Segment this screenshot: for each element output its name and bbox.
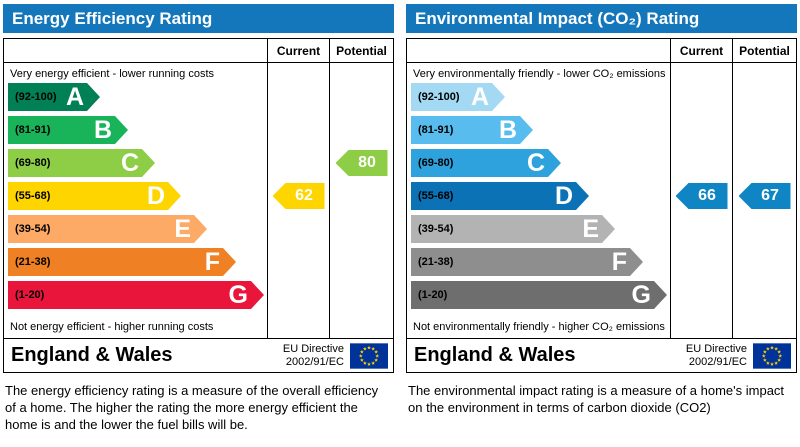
current-rating-arrow: 62 — [272, 183, 325, 209]
band-letter: C — [120, 148, 139, 177]
bottom-note: Not environmentally friendly - higher CO… — [413, 321, 665, 333]
band-letter: E — [582, 214, 599, 243]
top-note: Very energy efficient - lower running co… — [10, 68, 215, 80]
potential-column-header: Potential — [329, 39, 393, 63]
band-letter: B — [498, 115, 517, 144]
potential-rating-value: 80 — [358, 154, 376, 171]
band-letter: C — [526, 148, 545, 177]
chart-footer: England & Wales EU Directive 2002/91/EC — [407, 338, 796, 372]
rating-band-c: (69-80) C — [411, 149, 561, 177]
rating-band-d: (55-68) D — [8, 182, 181, 210]
band-letter: G — [631, 280, 651, 309]
bottom-note: Not energy efficient - higher running co… — [10, 321, 214, 333]
chart-corner — [407, 39, 670, 63]
band-range: (1-20) — [418, 289, 448, 301]
rating-bands-area: Very energy efficient - lower running co… — [4, 63, 267, 338]
chart-footer: England & Wales EU Directive 2002/91/EC — [4, 338, 393, 372]
rating-band-f: (21-38) F — [411, 248, 643, 276]
potential-rating-value: 67 — [761, 187, 779, 204]
eu-directive-line1: EU Directive — [685, 342, 747, 355]
region-label: England & Wales — [11, 344, 173, 366]
band-range: (21-38) — [418, 256, 454, 268]
rating-band-a: (92-100) A — [8, 83, 100, 111]
eu-flag-icon — [753, 342, 791, 369]
rating-band-b: (81-91) B — [411, 116, 533, 144]
co2-chart: Current Potential Very environmentally f… — [406, 38, 797, 373]
potential-rating-arrow: 67 — [738, 183, 791, 209]
rating-bands-area: Very environmentally friendly - lower CO… — [407, 63, 670, 338]
eu-flag-icon — [350, 342, 388, 369]
band-range: (69-80) — [15, 157, 51, 169]
rating-band-e: (39-54) E — [8, 215, 207, 243]
chart-corner — [4, 39, 267, 63]
band-range: (1-20) — [15, 289, 45, 301]
band-range: (55-68) — [418, 190, 454, 202]
band-range: (92-100) — [418, 91, 460, 103]
epc-charts: Energy Efficiency Rating Current Potenti… — [3, 4, 797, 433]
current-rating-value: 66 — [698, 187, 716, 204]
band-range: (39-54) — [15, 223, 51, 235]
band-letter: A — [470, 82, 489, 111]
rating-band-b: (81-91) B — [8, 116, 128, 144]
co2-description: The environmental impact rating is a mea… — [408, 383, 785, 416]
rating-band-f: (21-38) F — [8, 248, 236, 276]
potential-value-column: 80 — [329, 63, 393, 338]
potential-value-column: 67 — [732, 63, 796, 338]
current-column-header: Current — [267, 39, 329, 63]
potential-rating-arrow: 80 — [335, 150, 388, 176]
eu-directive-label: EU Directive 2002/91/EC — [283, 343, 344, 368]
rating-band-c: (69-80) C — [8, 149, 155, 177]
eu-directive-label: EU Directive 2002/91/EC — [686, 343, 747, 368]
rating-band-g: (1-20) G — [411, 281, 667, 309]
band-letter: E — [174, 214, 191, 243]
band-letter: G — [228, 280, 248, 309]
rating-band-g: (1-20) G — [8, 281, 264, 309]
band-letter: B — [93, 115, 112, 144]
eu-directive-line2: 2002/91/EC — [285, 355, 344, 368]
band-range: (39-54) — [418, 223, 454, 235]
band-letter: F — [204, 247, 220, 276]
band-letter: D — [554, 181, 573, 210]
eu-directive-line1: EU Directive — [282, 342, 344, 355]
potential-column-header: Potential — [732, 39, 796, 63]
top-note: Very environmentally friendly - lower CO… — [413, 68, 666, 80]
energy-chart: Current Potential Very energy efficient … — [3, 38, 394, 373]
rating-band-a: (92-100) A — [411, 83, 505, 111]
rating-band-e: (39-54) E — [411, 215, 615, 243]
energy-panel-title: Energy Efficiency Rating — [3, 4, 394, 33]
energy-efficiency-panel: Energy Efficiency Rating Current Potenti… — [3, 4, 394, 433]
band-range: (55-68) — [15, 190, 51, 202]
band-letter: D — [146, 181, 165, 210]
band-range: (81-91) — [418, 124, 454, 136]
current-rating-arrow: 66 — [675, 183, 728, 209]
band-letter: A — [65, 82, 84, 111]
energy-description: The energy efficiency rating is a measur… — [5, 383, 379, 433]
band-range: (92-100) — [15, 91, 57, 103]
band-range: (81-91) — [15, 124, 51, 136]
current-value-column: 62 — [267, 63, 329, 338]
band-range: (21-38) — [15, 256, 51, 268]
rating-band-d: (55-68) D — [411, 182, 589, 210]
band-letter: F — [611, 247, 627, 276]
current-column-header: Current — [670, 39, 732, 63]
co2-panel-title: Environmental Impact (CO₂) Rating — [406, 4, 797, 33]
environmental-impact-panel: Environmental Impact (CO₂) Rating Curren… — [406, 4, 797, 433]
region-label: England & Wales — [414, 344, 576, 366]
eu-directive-line2: 2002/91/EC — [688, 355, 747, 368]
current-value-column: 66 — [670, 63, 732, 338]
current-rating-value: 62 — [295, 187, 313, 204]
band-range: (69-80) — [418, 157, 454, 169]
